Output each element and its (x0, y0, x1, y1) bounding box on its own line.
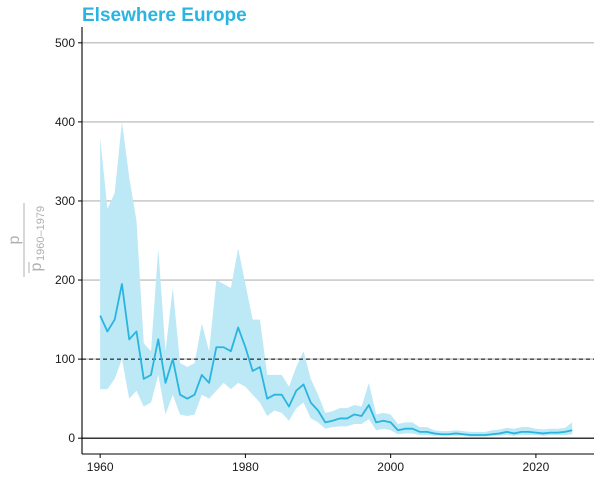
axes (81, 27, 594, 455)
x-tick-label-2000: 2000 (377, 460, 404, 474)
y-tick-label-200: 200 (55, 273, 75, 287)
y-axis-label-denominator: p (28, 262, 45, 271)
grid (82, 42, 594, 439)
y-tick-label-0: 0 (68, 431, 75, 445)
confidence-band (100, 121, 573, 437)
x-tick-label-1980: 1980 (232, 460, 259, 474)
chart-title: Elsewhere Europe (82, 5, 247, 26)
y-tick-label-500: 500 (55, 36, 75, 50)
x-tick-labels: 1960 1980 2000 2020 (87, 454, 550, 474)
y-tick-label-400: 400 (55, 115, 75, 129)
y-tick-labels: 0 100 200 300 400 500 (55, 36, 82, 445)
confidence-band-layer (100, 121, 573, 437)
y-tick-label-100: 100 (55, 352, 75, 366)
series-line (99, 283, 573, 436)
series-line-layer (99, 283, 573, 436)
x-tick-label-1960: 1960 (87, 460, 114, 474)
y-axis-label: p p 1960–1979 (6, 203, 47, 277)
y-axis-label-subscript: 1960–1979 (35, 206, 47, 261)
y-axis-label-numerator: p (6, 235, 23, 244)
x-tick-label-2020: 2020 (523, 460, 550, 474)
y-tick-label-300: 300 (55, 194, 75, 208)
